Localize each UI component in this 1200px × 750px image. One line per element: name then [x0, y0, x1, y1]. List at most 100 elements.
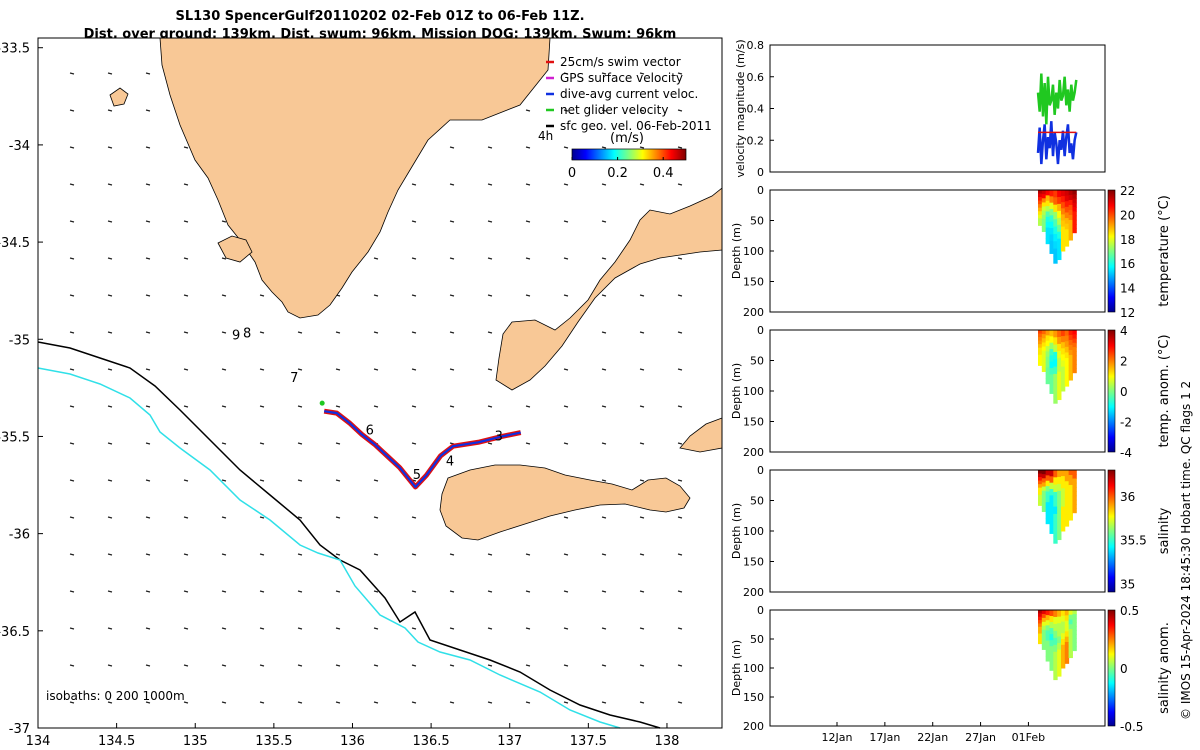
section-cell: [1053, 506, 1058, 515]
colorbar-tick-label: 14: [1120, 282, 1135, 296]
section-cell: [1041, 637, 1047, 643]
velocity-arrow: [525, 442, 531, 445]
section-cell: [1057, 483, 1062, 492]
velocity-arrow: [601, 701, 607, 704]
velocity-arrow: [221, 664, 227, 667]
section-cell: [1053, 241, 1058, 250]
section-cell: [1045, 640, 1050, 647]
velocity-arrow: [677, 368, 683, 371]
section-cell: [1041, 613, 1047, 619]
section-cell: [1041, 227, 1047, 232]
colorbar-tick-label: 36: [1120, 490, 1135, 504]
velocity-arrow: [107, 294, 113, 297]
section-cell: [1049, 215, 1054, 223]
velocity-arrow: [145, 516, 151, 519]
velocity-arrow: [449, 553, 455, 556]
velocity-arrow: [373, 516, 379, 519]
section-cell: [1072, 215, 1077, 221]
velocity-arrow: [69, 331, 75, 334]
colorbar-unit-label: (m/s): [610, 131, 644, 146]
section-cell: [1072, 634, 1077, 639]
section-cell: [1068, 648, 1073, 654]
section-cell: [1057, 343, 1062, 352]
section-cell: [1045, 330, 1050, 336]
section-cell: [1049, 470, 1054, 477]
section-cell: [1064, 374, 1070, 382]
section-cell: [1060, 524, 1066, 532]
section-cell: [1049, 228, 1054, 235]
velocity-arrow: [639, 442, 645, 445]
day-label: 6: [366, 424, 374, 439]
section-cell: [1053, 477, 1058, 486]
section-y-tick-label: 200: [743, 720, 764, 733]
section-cell: [1049, 652, 1054, 659]
day-labels: 9 8 7 6 5 4 3: [232, 326, 503, 483]
velocity-arrow: [183, 516, 189, 519]
velocity-arrow: [107, 479, 113, 482]
velocity-arrow: [145, 368, 151, 371]
velocity-arrow: [487, 701, 493, 704]
section-cell: [1049, 355, 1054, 363]
velocity-arrow: [449, 220, 455, 223]
section-cell: [1060, 610, 1066, 617]
velocity-arrow: [487, 257, 493, 260]
velocity-arrow: [563, 220, 569, 223]
section-cell: [1072, 194, 1077, 200]
section-cell: [1068, 205, 1073, 211]
velocity-arrow: [449, 368, 455, 371]
velocity-arrow: [563, 516, 569, 519]
velocity-arrow: [639, 405, 645, 408]
colorbar-tick-label: 0: [1120, 385, 1128, 399]
section-cell: [1064, 503, 1070, 510]
map-x-tick-label: 135: [183, 734, 208, 749]
section-cell: [1053, 381, 1058, 390]
section-cell: [1053, 351, 1058, 360]
section-cell: [1064, 620, 1070, 627]
section-cell: [1045, 351, 1050, 358]
map-colorbar: [571, 148, 687, 161]
section-cell: [1041, 625, 1047, 631]
section-cell: [1041, 474, 1047, 479]
velocity-y-tick-label: 0: [757, 166, 764, 179]
section-cell: [1053, 373, 1058, 382]
section-cell: [1053, 658, 1058, 667]
section-cell: [1049, 196, 1054, 204]
velocity-arrow: [69, 627, 75, 630]
section-cell: [1041, 346, 1047, 352]
section-cell: [1072, 334, 1077, 340]
section-cell: [1072, 646, 1077, 652]
velocity-arrow: [335, 442, 341, 445]
kangaroo-island: [439, 464, 691, 541]
velocity-arrow: [297, 664, 303, 667]
section-cell: [1038, 354, 1043, 359]
velocity-arrow: [373, 294, 379, 297]
velocity-arrow: [221, 479, 227, 482]
section-y-tick-label: 50: [750, 633, 764, 646]
section-cell: [1053, 395, 1058, 404]
velocity-arrow: [335, 664, 341, 667]
map-x-tick-label: 136: [340, 734, 365, 749]
section-cell: [1038, 337, 1043, 342]
section-cell: [1072, 364, 1077, 369]
section-cell: [1038, 197, 1043, 202]
velocity-arrow: [107, 368, 113, 371]
velocity-arrow: [335, 627, 341, 630]
section-cell: [1053, 337, 1058, 346]
velocity-arrow: [335, 701, 341, 704]
velocity-arrow: [69, 109, 75, 112]
colorbar-tick-label: 0: [568, 166, 576, 181]
velocity-arrow: [297, 701, 303, 704]
velocity-series-line: [1036, 73, 1078, 125]
velocity-arrow: [145, 442, 151, 445]
velocity-arrow: [69, 442, 75, 445]
velocity-arrow: [183, 257, 189, 260]
velocity-arrow: [601, 109, 607, 112]
section-cell: [1041, 342, 1047, 348]
section-cell: [1057, 336, 1062, 345]
northwest-island: [109, 87, 129, 107]
section-cell: [1041, 621, 1047, 627]
section-y-tick-label: 0: [757, 464, 764, 477]
section-cell: [1041, 482, 1047, 488]
velocity-arrow: [107, 405, 113, 408]
section-cell: [1038, 610, 1043, 614]
